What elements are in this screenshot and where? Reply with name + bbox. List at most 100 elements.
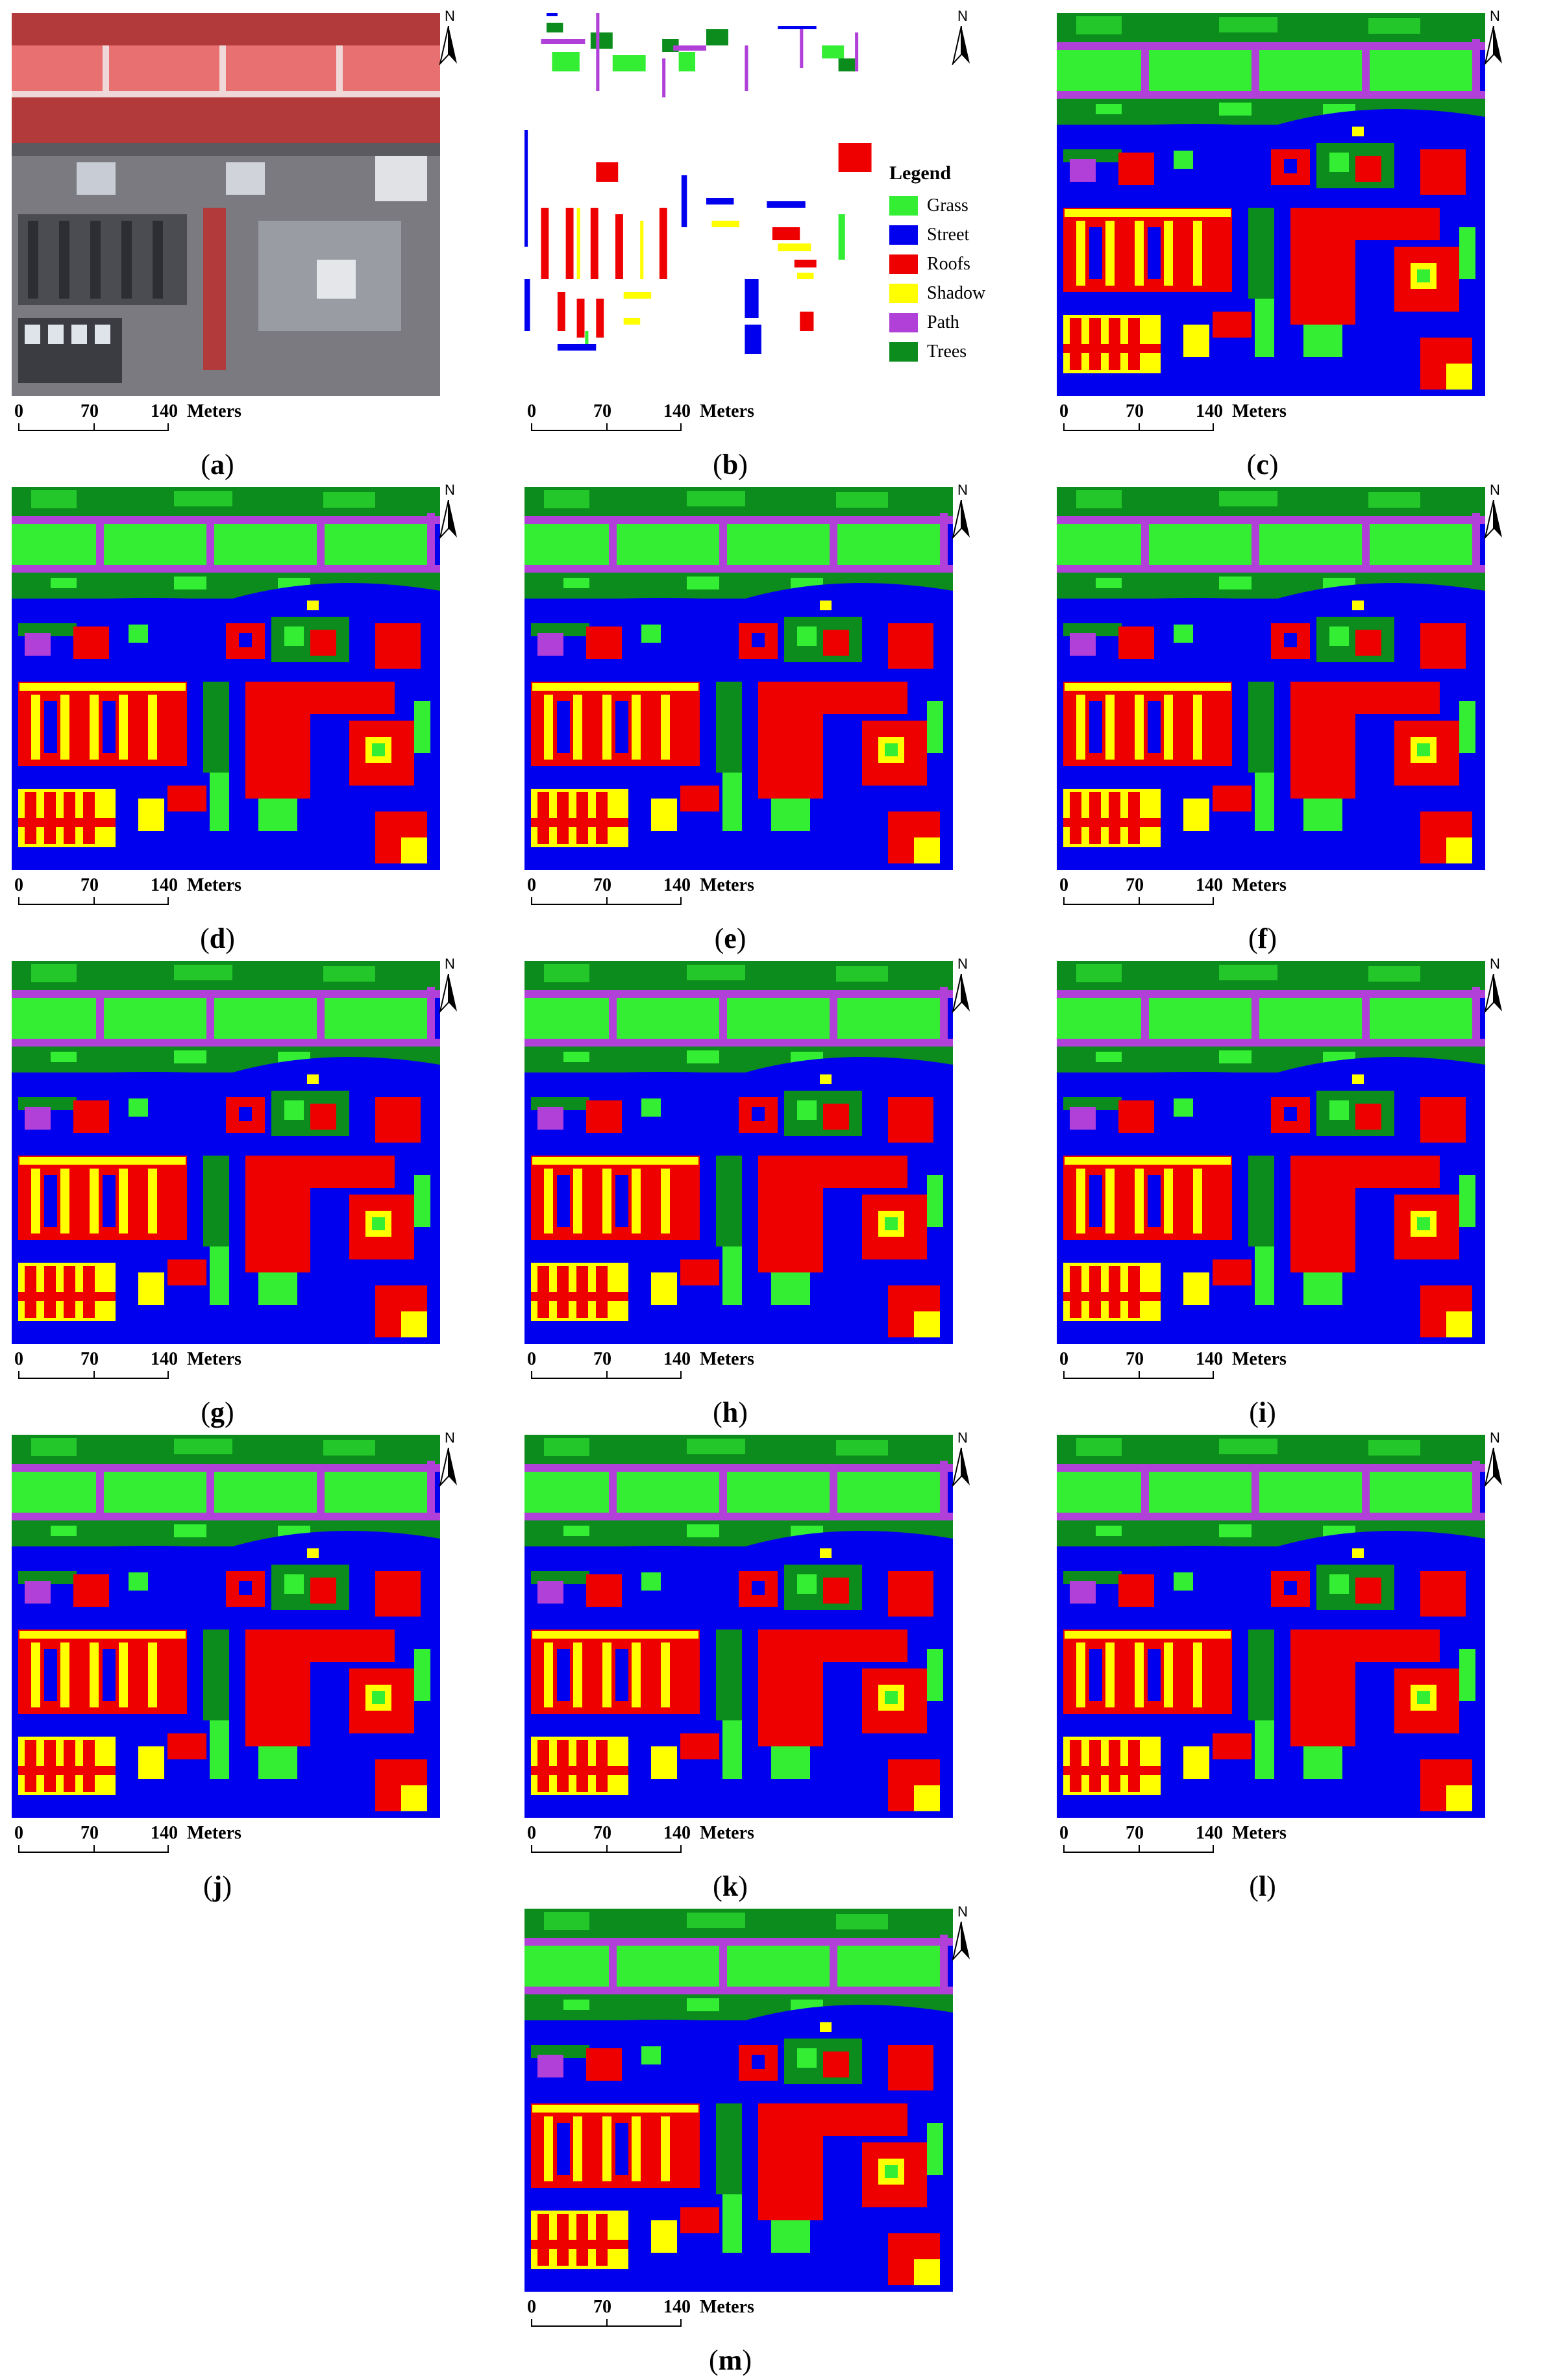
north-arrow-icon xyxy=(439,26,457,65)
scale-tick xyxy=(167,897,169,905)
scale-tick xyxy=(1213,423,1214,431)
north-arrow: N xyxy=(1481,1430,1507,1489)
north-label: N xyxy=(957,1430,968,1446)
caption-close: ) xyxy=(225,449,234,480)
scale-tick xyxy=(1139,1845,1140,1853)
north-label: N xyxy=(1490,956,1500,972)
caption-open: ( xyxy=(201,1396,210,1428)
caption-letter: h xyxy=(722,1396,739,1428)
scale-tick xyxy=(1139,423,1140,431)
scale-tick xyxy=(18,897,19,905)
scale-bar: 0 70 140 Meters xyxy=(523,875,861,914)
classification-map xyxy=(524,961,953,1344)
legend-swatch xyxy=(889,195,918,216)
classification-map xyxy=(1057,961,1485,1344)
scale-label-mid: 70 xyxy=(593,401,611,421)
caption-close: ) xyxy=(1267,923,1277,954)
scale-unit: Meters xyxy=(1232,1349,1287,1369)
scale-label-mid: 70 xyxy=(1126,401,1144,421)
scale-tick xyxy=(680,2319,682,2327)
north-arrow: N xyxy=(1481,482,1507,541)
panel-caption: (i) xyxy=(1045,1396,1480,1429)
north-arrow-icon xyxy=(1484,1448,1502,1487)
scale-tick xyxy=(680,1845,682,1853)
caption-letter: k xyxy=(722,1870,739,1902)
legend-item-shadow: Shadow xyxy=(889,279,1019,308)
scale-tick xyxy=(167,1845,169,1853)
scale-label-end: 140 xyxy=(663,2297,691,2317)
caption-letter: d xyxy=(209,923,226,954)
classification-map xyxy=(12,1435,440,1818)
scale-bar: 0 70 140 Meters xyxy=(10,1823,348,1862)
scale-label-mid: 70 xyxy=(593,1823,611,1843)
north-label: N xyxy=(1490,482,1500,498)
north-arrow: N xyxy=(949,482,975,541)
scale-tick xyxy=(531,2319,532,2327)
scale-label-mid: 70 xyxy=(80,1349,99,1369)
caption-open: ( xyxy=(709,2344,719,2376)
scale-bar: 0 70 140 Meters xyxy=(1055,1823,1393,1862)
scale-unit: Meters xyxy=(700,401,754,421)
caption-letter: b xyxy=(722,449,739,480)
panel-g: N 0 70 140 Meters (g) xyxy=(0,948,457,1428)
map-g xyxy=(12,961,440,1344)
scale-unit: Meters xyxy=(700,875,754,895)
scale-label-mid: 70 xyxy=(80,401,99,421)
panel-caption: (a) xyxy=(0,448,435,481)
caption-close: ) xyxy=(225,1396,234,1428)
legend: Legend Grass Street Roofs Shadow Path Trees xyxy=(889,162,1019,366)
caption-letter: e xyxy=(724,923,737,954)
panel-caption: (c) xyxy=(1045,448,1480,481)
north-arrow-icon xyxy=(439,974,457,1013)
scale-label-end: 140 xyxy=(663,875,691,895)
scale-tick xyxy=(1063,1371,1065,1379)
north-arrow: N xyxy=(1481,8,1507,68)
panel-f: N 0 70 140 Meters (f) xyxy=(1045,474,1502,954)
scale-tick xyxy=(93,1371,95,1379)
legend-item-roofs: Roofs xyxy=(889,249,1019,279)
scale-label-end: 140 xyxy=(1196,875,1223,895)
scale-label-zero: 0 xyxy=(1059,1349,1068,1369)
scale-label-zero: 0 xyxy=(527,1823,536,1843)
legend-title: Legend xyxy=(889,162,952,184)
scale-tick xyxy=(1213,897,1214,905)
scale-tick xyxy=(680,897,682,905)
panel-caption: (f) xyxy=(1045,922,1480,955)
scale-tick xyxy=(167,423,169,431)
scale-unit: Meters xyxy=(1232,401,1287,421)
scale-tick xyxy=(18,423,19,431)
scale-unit: Meters xyxy=(187,1823,241,1843)
caption-letter: l xyxy=(1258,1870,1267,1902)
north-label: N xyxy=(445,956,455,972)
caption-letter: c xyxy=(1256,449,1269,480)
scale-label-mid: 70 xyxy=(593,875,611,895)
caption-open: ( xyxy=(1249,1396,1259,1428)
scale-label-mid: 70 xyxy=(1126,875,1144,895)
classification-map xyxy=(1057,13,1485,396)
classification-map xyxy=(1057,487,1485,870)
scale-tick xyxy=(680,1371,682,1379)
panel-m: N 0 70 140 Meters (m) xyxy=(513,1896,970,2376)
map-e xyxy=(524,487,953,870)
scale-tick xyxy=(606,1371,608,1379)
scale-label-mid: 70 xyxy=(1126,1349,1144,1369)
caption-close: ) xyxy=(1266,1396,1276,1428)
scale-label-end: 140 xyxy=(151,1823,178,1843)
scale-tick xyxy=(531,1371,532,1379)
north-arrow: N xyxy=(949,956,975,1015)
panel-caption: (e) xyxy=(513,922,948,955)
scale-bar: 0 70 140 Meters xyxy=(523,401,861,440)
scale-unit: Meters xyxy=(700,2297,754,2317)
scale-label-zero: 0 xyxy=(14,401,23,421)
north-arrow: N xyxy=(436,956,462,1015)
scale-label-end: 140 xyxy=(151,1349,178,1369)
north-arrow: N xyxy=(949,1903,975,1963)
caption-open: ( xyxy=(203,1870,213,1902)
panel-h: N 0 70 140 Meters (h) xyxy=(513,948,970,1428)
scale-tick xyxy=(18,1845,19,1853)
north-label: N xyxy=(1490,1430,1500,1446)
map-d xyxy=(12,487,440,870)
scale-label-mid: 70 xyxy=(80,875,99,895)
scale-unit: Meters xyxy=(187,875,241,895)
scale-tick xyxy=(1063,423,1065,431)
